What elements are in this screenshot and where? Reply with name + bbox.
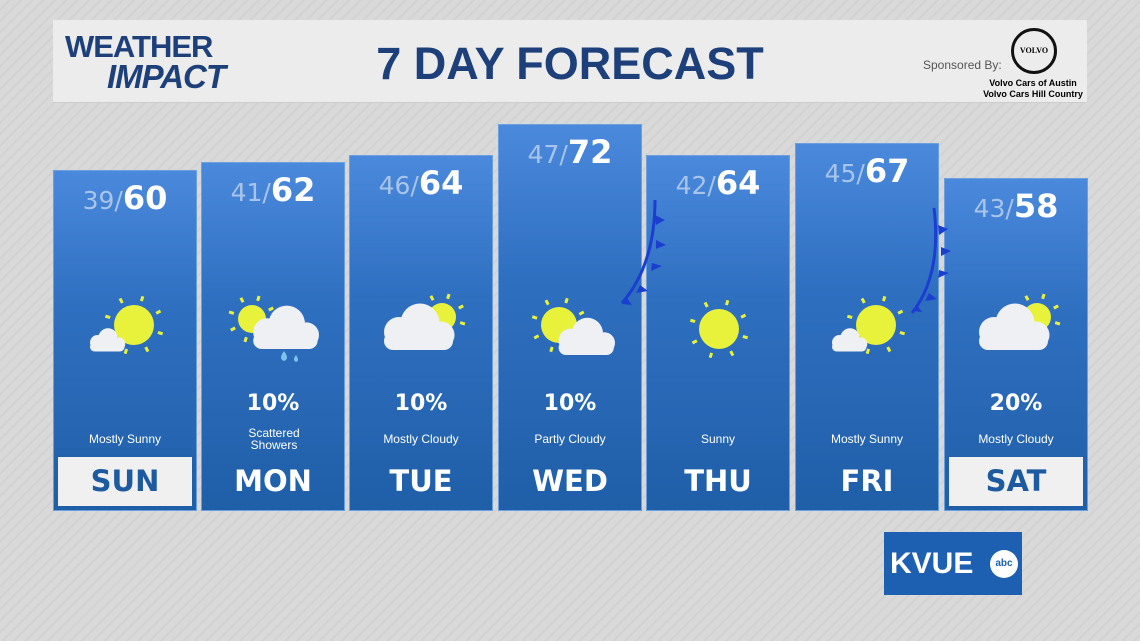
mostly-sunny-icon [90,294,165,356]
kvue-logo: KVUE abc [884,532,1022,595]
low-temp: 42 [675,171,708,200]
low-temp: 46 [378,171,411,200]
temperature-range: 42/64 [675,164,761,202]
cold-front-icon [620,199,666,305]
day-label: WED [532,464,608,498]
sunny-icon [688,298,750,360]
cold-front-icon [910,207,951,314]
forecast-day-tue: 46/64 10% Mostly Cloudy TUE [349,155,493,511]
precip-chance: 20% [989,391,1043,416]
day-label: FRI [840,464,894,498]
forecast-day-wed: 47/72 10% Partly Cloudy WED [498,124,642,511]
station-name: KVUE [890,547,974,580]
low-temp: 47 [527,140,560,169]
temperature-range: 45/67 [824,152,910,190]
condition-text: Scattered Showers [248,426,300,452]
low-temp: 41 [230,178,263,207]
header-banner: WEATHER IMPACT 7 DAY FORECAST Sponsored … [53,20,1087,103]
forecast-day-thu: 42/64 Sunny THU [646,155,790,511]
condition-text: Mostly Sunny [88,432,162,446]
temperature-range: 47/72 [527,133,613,171]
condition-text: Sunny [700,432,736,446]
mostly-sunny-icon [832,294,907,356]
low-temp: 45 [824,159,857,188]
condition-text: Mostly Sunny [830,432,904,446]
day-label: SAT [949,457,1083,506]
forecast-day-sun: 39/60 Mostly Sunny SUN [53,170,197,511]
volvo-logo: VOLVO [1011,28,1057,74]
dealer-name: Volvo Cars of Austin [989,78,1077,88]
sponsor-label: Sponsored By: [923,58,1002,72]
mostly-cloudy-icon [384,292,467,350]
page-title: 7 DAY FORECAST [376,38,764,89]
forecast-day-fri: 45/67 Mostly Sunny FRI [795,143,939,511]
mostly-cloudy-icon [979,292,1062,350]
scattered-showers-icon [227,294,319,362]
day-label: TUE [389,464,453,498]
high-temp: 58 [1013,187,1059,225]
high-temp: 67 [864,152,910,190]
sponsor-dealers: Volvo Cars of Austin Volvo Cars Hill Cou… [968,78,1098,100]
temperature-range: 41/62 [230,171,316,209]
dealer-name: Volvo Cars Hill Country [983,89,1083,99]
precip-chance: 10% [543,391,597,416]
abc-logo: abc [990,550,1018,578]
weather-impact-logo: WEATHER IMPACT [65,29,226,95]
high-temp: 60 [122,179,168,217]
partly-cloudy-icon [530,296,615,355]
low-temp: 39 [82,186,115,215]
condition-text: Partly Cloudy [534,432,606,446]
precip-chance: 10% [246,391,300,416]
forecast-day-sat: 43/58 20% Mostly Cloudy SAT [944,178,1088,511]
forecast-day-mon: 41/62 10% Scattered Showers MON [201,162,345,511]
day-label: MON [234,464,312,498]
temperature-range: 39/60 [82,179,168,217]
low-temp: 43 [973,194,1006,223]
day-label: SUN [58,457,192,506]
logo-line2: IMPACT [107,58,226,95]
condition-text: Mostly Cloudy [383,432,459,446]
high-temp: 64 [715,164,761,202]
condition-text: Mostly Cloudy [978,432,1054,446]
high-temp: 72 [567,133,613,171]
day-label: THU [684,464,752,498]
precip-chance: 10% [394,391,448,416]
high-temp: 64 [418,164,464,202]
temperature-range: 43/58 [973,187,1059,225]
temperature-range: 46/64 [378,164,464,202]
logo-line1: WEATHER [65,29,213,64]
high-temp: 62 [270,171,316,209]
